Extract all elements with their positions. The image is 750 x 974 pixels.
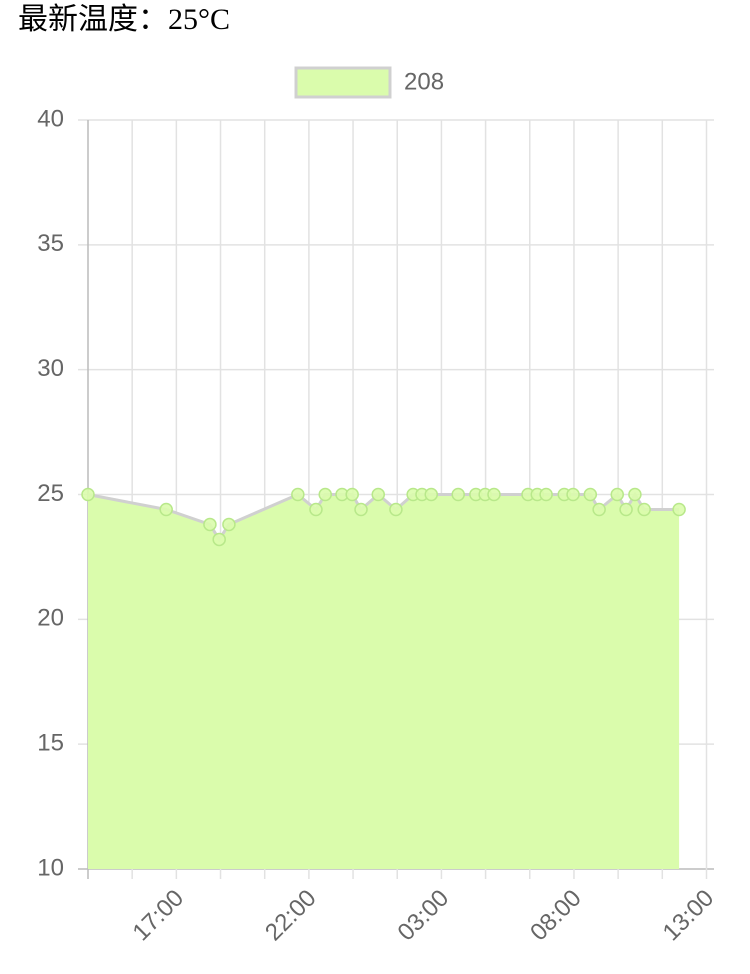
point (628, 487, 642, 502)
x-tick-label: 08:00 (525, 885, 587, 947)
point (637, 502, 651, 517)
point (592, 502, 606, 517)
x-tick-label: 03:00 (393, 885, 455, 947)
point (354, 502, 368, 517)
area (88, 494, 680, 869)
point (212, 532, 226, 547)
point (345, 487, 359, 502)
point (318, 487, 332, 502)
y-tick-label: 25 (37, 480, 64, 507)
chart-title: 最新温度：25°C (18, 3, 230, 36)
point (487, 487, 501, 502)
point (203, 517, 217, 532)
point (222, 517, 236, 532)
legend-swatch (294, 66, 392, 99)
point (583, 487, 598, 502)
point (424, 487, 439, 502)
y-tick-label: 30 (37, 355, 64, 382)
point (619, 502, 633, 517)
y-tick-label: 15 (37, 730, 64, 757)
point (389, 502, 403, 517)
y-tick-label: 10 (37, 854, 64, 881)
y-tick-label: 20 (37, 605, 64, 632)
point (371, 487, 385, 502)
point (451, 487, 465, 502)
point (309, 502, 323, 517)
point (672, 502, 686, 517)
point (291, 487, 305, 502)
x-tick-label: 13:00 (658, 885, 720, 947)
point (566, 487, 580, 502)
y-tick-label: 35 (37, 230, 64, 257)
x-tick-label: 17:00 (128, 885, 190, 947)
point (539, 487, 553, 502)
x-tick-label: 22:00 (260, 885, 322, 947)
point (159, 502, 173, 517)
point (81, 487, 95, 502)
legend-label: 208 (404, 68, 444, 95)
point (610, 487, 625, 502)
y-tick-label: 40 (37, 105, 64, 132)
